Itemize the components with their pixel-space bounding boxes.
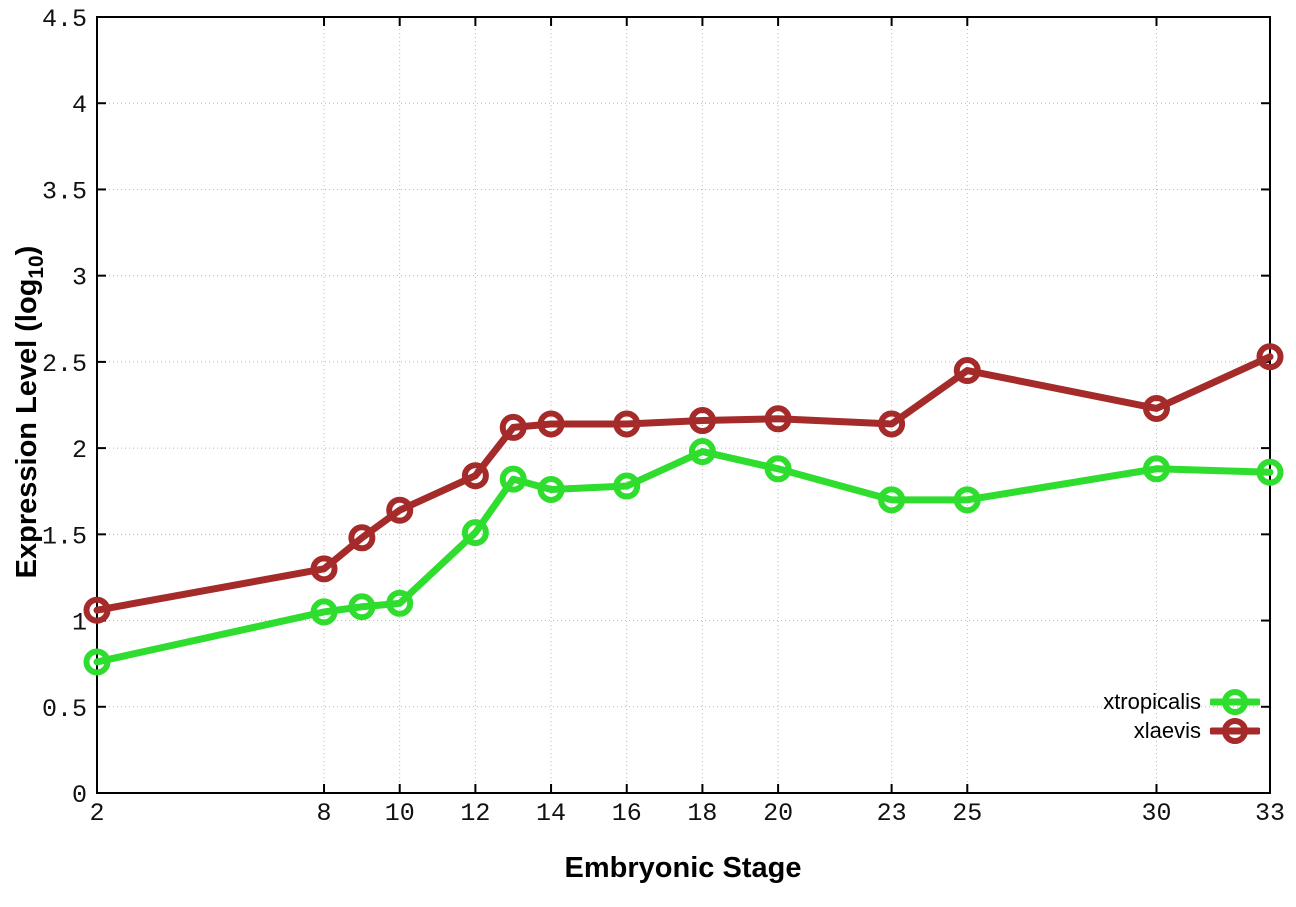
legend-item-xlaevis: xlaevis — [1134, 716, 1260, 745]
y-tick-label: 2.5 — [42, 350, 87, 379]
y-tick-label: 2 — [72, 436, 87, 465]
data-point-marker-xtropicalis — [537, 475, 565, 503]
data-point-marker-xtropicalis — [499, 465, 527, 493]
y-tick-label: 1.5 — [42, 522, 87, 551]
series-line-xlaevis — [93, 353, 1274, 614]
x-tick-label: 33 — [1255, 799, 1285, 828]
data-point-marker-xtropicalis — [310, 598, 338, 626]
x-tick-label: 23 — [877, 799, 907, 828]
data-point-marker-xlaevis — [878, 410, 906, 438]
y-tick-label: 3 — [72, 264, 87, 293]
y-axis-title-subscript: 10 — [24, 255, 48, 279]
data-point-marker-xlaevis — [461, 462, 489, 490]
y-tick-label: 1 — [72, 609, 87, 638]
data-point-marker-xlaevis — [688, 407, 716, 435]
y-axis-title-close: ) — [11, 245, 44, 256]
data-point-marker-xlaevis — [499, 413, 527, 441]
legend-sample-icon-xtropicalis — [1210, 688, 1260, 715]
legend: xtropicalis xlaevis — [1103, 687, 1260, 745]
x-axis-title: Embryonic Stage — [564, 852, 802, 884]
data-point-marker-xtropicalis — [764, 455, 792, 483]
data-point-marker-xtropicalis — [83, 648, 111, 676]
data-point-marker-xlaevis — [953, 357, 981, 385]
data-point-marker-xlaevis — [613, 410, 641, 438]
plot-border — [96, 16, 1271, 794]
data-point-marker-xlaevis — [83, 596, 111, 624]
x-tick-label: 12 — [460, 799, 490, 828]
data-point-marker-xlaevis — [1256, 343, 1284, 371]
data-point-marker-xtropicalis — [878, 486, 906, 514]
data-point-marker-xtropicalis — [386, 589, 414, 617]
data-point-marker-xtropicalis — [461, 519, 489, 547]
y-axis-title: Expression Level (log10) — [11, 246, 49, 579]
legend-label-xlaevis: xlaevis — [1133, 718, 1201, 743]
x-tick-label: 20 — [763, 799, 793, 828]
y-tick-label: 0.5 — [42, 695, 87, 724]
legend-item-xtropicalis: xtropicalis — [1103, 687, 1260, 716]
x-tick-label: 10 — [385, 799, 415, 828]
y-tick-label: 4 — [72, 91, 87, 120]
x-tick-label: 2 — [89, 799, 104, 828]
data-point-marker-xtropicalis — [613, 472, 641, 500]
legend-sample-marker — [1222, 688, 1248, 715]
data-point-marker-xlaevis — [1142, 394, 1170, 422]
data-point-marker-xlaevis — [386, 496, 414, 524]
x-tick-label: 14 — [536, 799, 566, 828]
data-point-marker-xlaevis — [764, 405, 792, 433]
y-tick-label: 0 — [72, 781, 87, 810]
data-point-marker-xlaevis — [537, 410, 565, 438]
data-point-marker-xtropicalis — [1142, 455, 1170, 483]
x-tick-label: 16 — [612, 799, 642, 828]
data-point-marker-xtropicalis — [348, 593, 376, 621]
data-point-marker-xlaevis — [310, 555, 338, 583]
y-axis-title-text: Expression Level (log — [11, 278, 44, 579]
data-point-marker-xtropicalis — [953, 486, 981, 514]
data-point-marker-xlaevis — [348, 524, 376, 552]
data-point-marker-xtropicalis — [688, 438, 716, 466]
x-tick-label: 8 — [317, 799, 332, 828]
data-point-marker-xtropicalis — [1256, 458, 1284, 486]
y-tick-label: 4.5 — [42, 5, 87, 34]
x-tick-label: 25 — [952, 799, 982, 828]
x-tick-label: 30 — [1141, 799, 1171, 828]
x-tick-label: 18 — [687, 799, 717, 828]
legend-sample-icon-xlaevis — [1210, 717, 1260, 744]
y-tick-label: 3.5 — [42, 177, 87, 206]
legend-label-xtropicalis: xtropicalis — [1103, 689, 1201, 714]
series-line-xtropicalis — [93, 448, 1274, 666]
legend-sample-marker — [1222, 717, 1248, 744]
